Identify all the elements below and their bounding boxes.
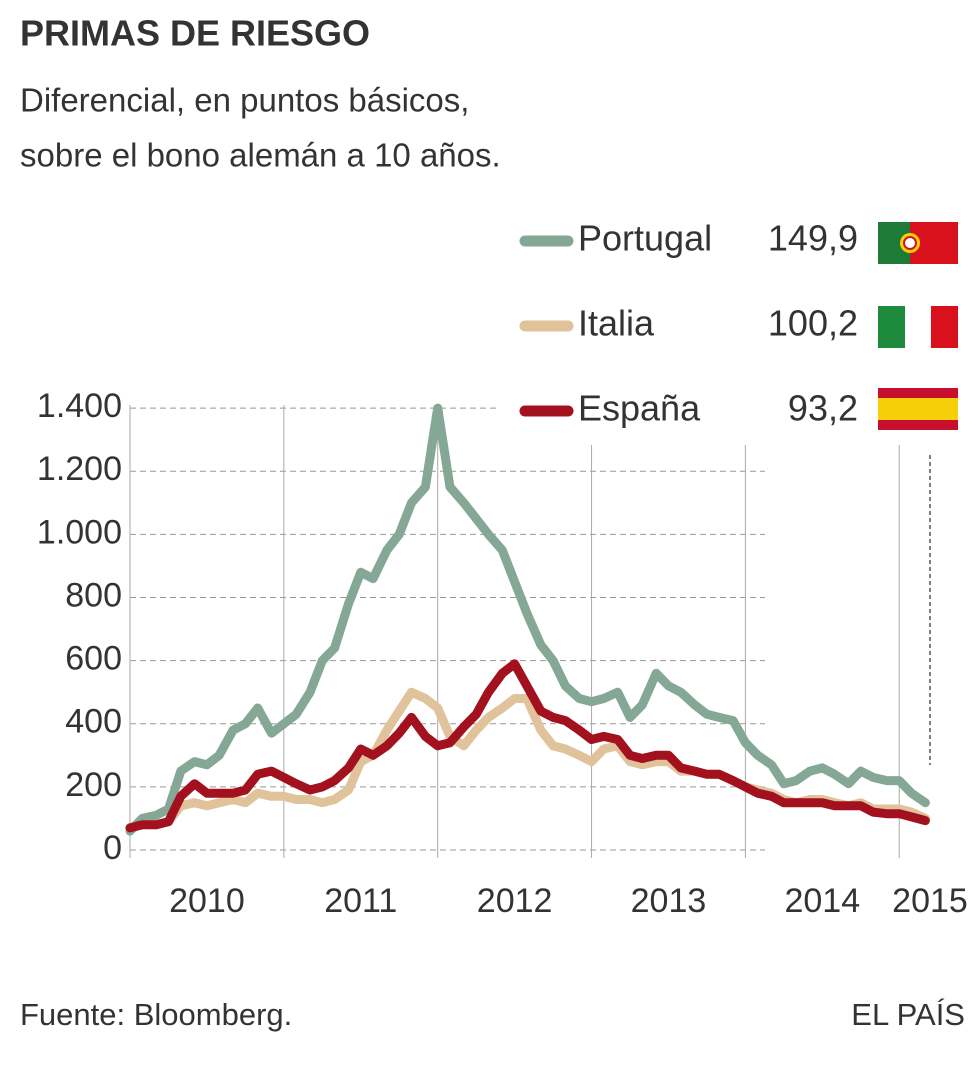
series-line — [125, 659, 930, 833]
y-tick-label: 1.000 — [37, 513, 122, 551]
x-tick-label: 2011 — [324, 882, 397, 920]
x-tick-label: 2012 — [477, 882, 553, 920]
credit: EL PAÍS — [851, 997, 965, 1032]
legend-value: 149,9 — [768, 218, 858, 259]
legend-label: España — [578, 388, 701, 429]
y-tick-label: 400 — [65, 703, 122, 741]
series-line — [125, 403, 930, 836]
flag-espana — [878, 388, 958, 430]
chart-subtitle: Diferencial, en puntos básicos, — [20, 82, 469, 119]
y-tick-label: 1.200 — [37, 450, 122, 488]
source: Fuente: Bloomberg. — [20, 997, 292, 1032]
y-tick-label: 600 — [65, 640, 122, 678]
x-tick-label: 2013 — [631, 882, 707, 920]
plot-area — [125, 403, 930, 836]
x-tick-label: 2015 — [892, 882, 968, 920]
grid: 0 200 400 600 800 1.000 1.200 1.400 2010 2011 2012… — [37, 387, 968, 920]
chart-title: PRIMAS DE RIESGO — [20, 13, 370, 54]
y-tick-label: 200 — [65, 766, 122, 804]
y-tick-label: 1.400 — [37, 387, 122, 425]
legend-label: Portugal — [578, 218, 712, 259]
y-tick-label: 0 — [103, 829, 122, 867]
flag-italia — [878, 306, 958, 348]
legend: Portugal 149,9 Italia 100,2 España 93,2 — [519, 218, 858, 429]
legend-value: 93,2 — [788, 388, 858, 429]
legend-value: 100,2 — [768, 303, 858, 344]
flag-portugal — [878, 222, 958, 264]
y-tick-label: 800 — [65, 576, 122, 614]
x-tick-label: 2014 — [784, 882, 860, 920]
chart-subtitle: sobre el bono alemán a 10 años. — [20, 137, 501, 174]
x-tick-label: 2010 — [169, 882, 245, 920]
legend-label: Italia — [578, 303, 655, 344]
